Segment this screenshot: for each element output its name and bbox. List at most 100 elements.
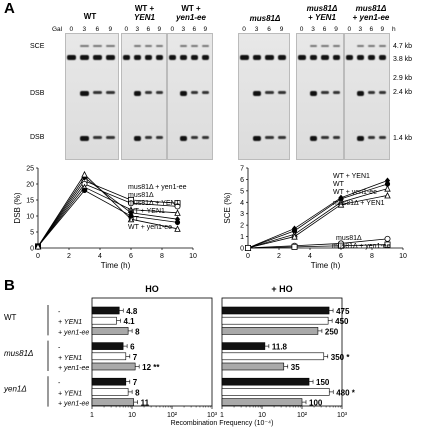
row-label: + YEN1 [58,390,82,397]
band-parental [309,55,317,60]
strain-header-mus81: mus81Δ [249,14,281,23]
lane-number: 0 [124,26,129,33]
band-dsb-upper [265,91,274,94]
band-sce [145,45,152,47]
band-dsb-upper [191,91,198,94]
band-sce [368,45,375,47]
bar [221,362,285,371]
bar [221,316,329,325]
lane-number: 6 [369,26,374,33]
lane-number: 6 [146,26,151,33]
bar-value-label: 250 [325,327,339,336]
blot-wt [65,33,119,160]
lane-number: 9 [157,26,162,33]
row-label: + YEN1 [58,319,82,326]
band-dsb-upper [321,91,329,94]
x-tick-label: 4 [98,253,102,260]
marker-diamond-filled [81,174,88,181]
y-tick-label: 15 [26,198,34,205]
marker-triangle-open [174,225,181,232]
x-axis-label: Time (h) [101,261,131,270]
bar [221,377,310,386]
band-sce [191,45,198,47]
band-parental [93,55,102,60]
x-tick-label: 10 [258,412,266,419]
band-parental [332,55,340,60]
band-dsb-lower [309,136,317,141]
bar [91,398,134,406]
x-tick-label: 1 [90,412,94,419]
band-parental [191,55,198,60]
bar-value-label: 35 [291,363,300,372]
gal-label: Gal [52,26,63,33]
band-sce [156,45,163,47]
bar-value-label: 4.1 [124,317,136,326]
x-tick-label: 10³ [207,412,218,419]
lane-number: 3 [181,26,186,33]
band-dsb-lower [332,136,340,139]
marker-triangle-open [34,242,42,250]
row-label-dsb-lower: DSB [30,134,45,141]
y-tick-label: 0 [30,246,34,253]
band-dsb-lower [265,136,274,139]
band-dsb-upper [134,91,141,96]
bar [221,327,319,335]
series-line [37,173,178,247]
marker-square-open [337,242,344,249]
marker-diamond-filled [174,216,181,223]
band-dsb-lower [145,136,152,139]
bar-chart-title: + HO [271,284,292,294]
bar-value-label: 8 [135,327,140,336]
band-dsb-lower [80,136,89,141]
bar [91,306,120,315]
lane-number: 6 [322,26,327,33]
band-sce [80,45,89,47]
lane-number: 9 [279,26,284,33]
band-dsb-upper [145,91,152,94]
y-axis-label: SCE (%) [223,192,232,223]
bar-value-label: 475 [336,307,350,316]
x-tick-label: 10 [128,412,136,419]
series-line [37,177,178,247]
marker-triangle-open [291,233,298,240]
x-tick-label: 2 [67,253,71,260]
lane-number: 6 [267,26,271,33]
marker-triangle-open [384,191,391,199]
bar-value-label: 7 [133,378,138,387]
band-dsb-lower [321,136,329,139]
marker-triangle-open [174,209,181,216]
y-tick-label: 25 [26,166,34,173]
band-sce [379,45,386,47]
band-parental [346,55,353,60]
bar-chart-title: HO [145,284,159,294]
band-dsb-upper [180,91,187,96]
x-tick-label: 2 [277,253,281,260]
row-label: - [58,345,61,352]
band-parental [123,55,130,60]
bar-value-label: 100 [309,399,323,408]
band-sce [93,45,102,47]
band-parental [240,55,249,60]
band-dsb-lower [191,136,198,139]
band-dsb-upper [80,91,89,96]
group-label: WT [4,313,17,322]
x-tick-label: 4 [308,253,312,260]
band-parental [169,55,176,60]
marker-triangle-open [337,201,345,208]
band-parental [321,55,329,60]
marker-circle-open [174,203,181,210]
marker-diamond-filled [384,177,391,184]
marker-square-open [291,243,298,250]
x-tick-label: 1 [220,412,224,419]
band-dsb-upper [357,91,364,96]
x-axis-label: Time (h) [311,261,341,270]
lane-number: 3 [135,26,140,33]
band-dsb-upper [156,91,163,94]
blot-wt-yen1ee [167,33,213,160]
bar [221,306,330,315]
y-tick-label: 20 [26,182,34,189]
bar-value-label: 4.8 [126,307,138,316]
lane-number: 3 [254,26,259,33]
band-parental [134,55,141,60]
size-1-4kb: 1.4 kb [393,135,413,142]
